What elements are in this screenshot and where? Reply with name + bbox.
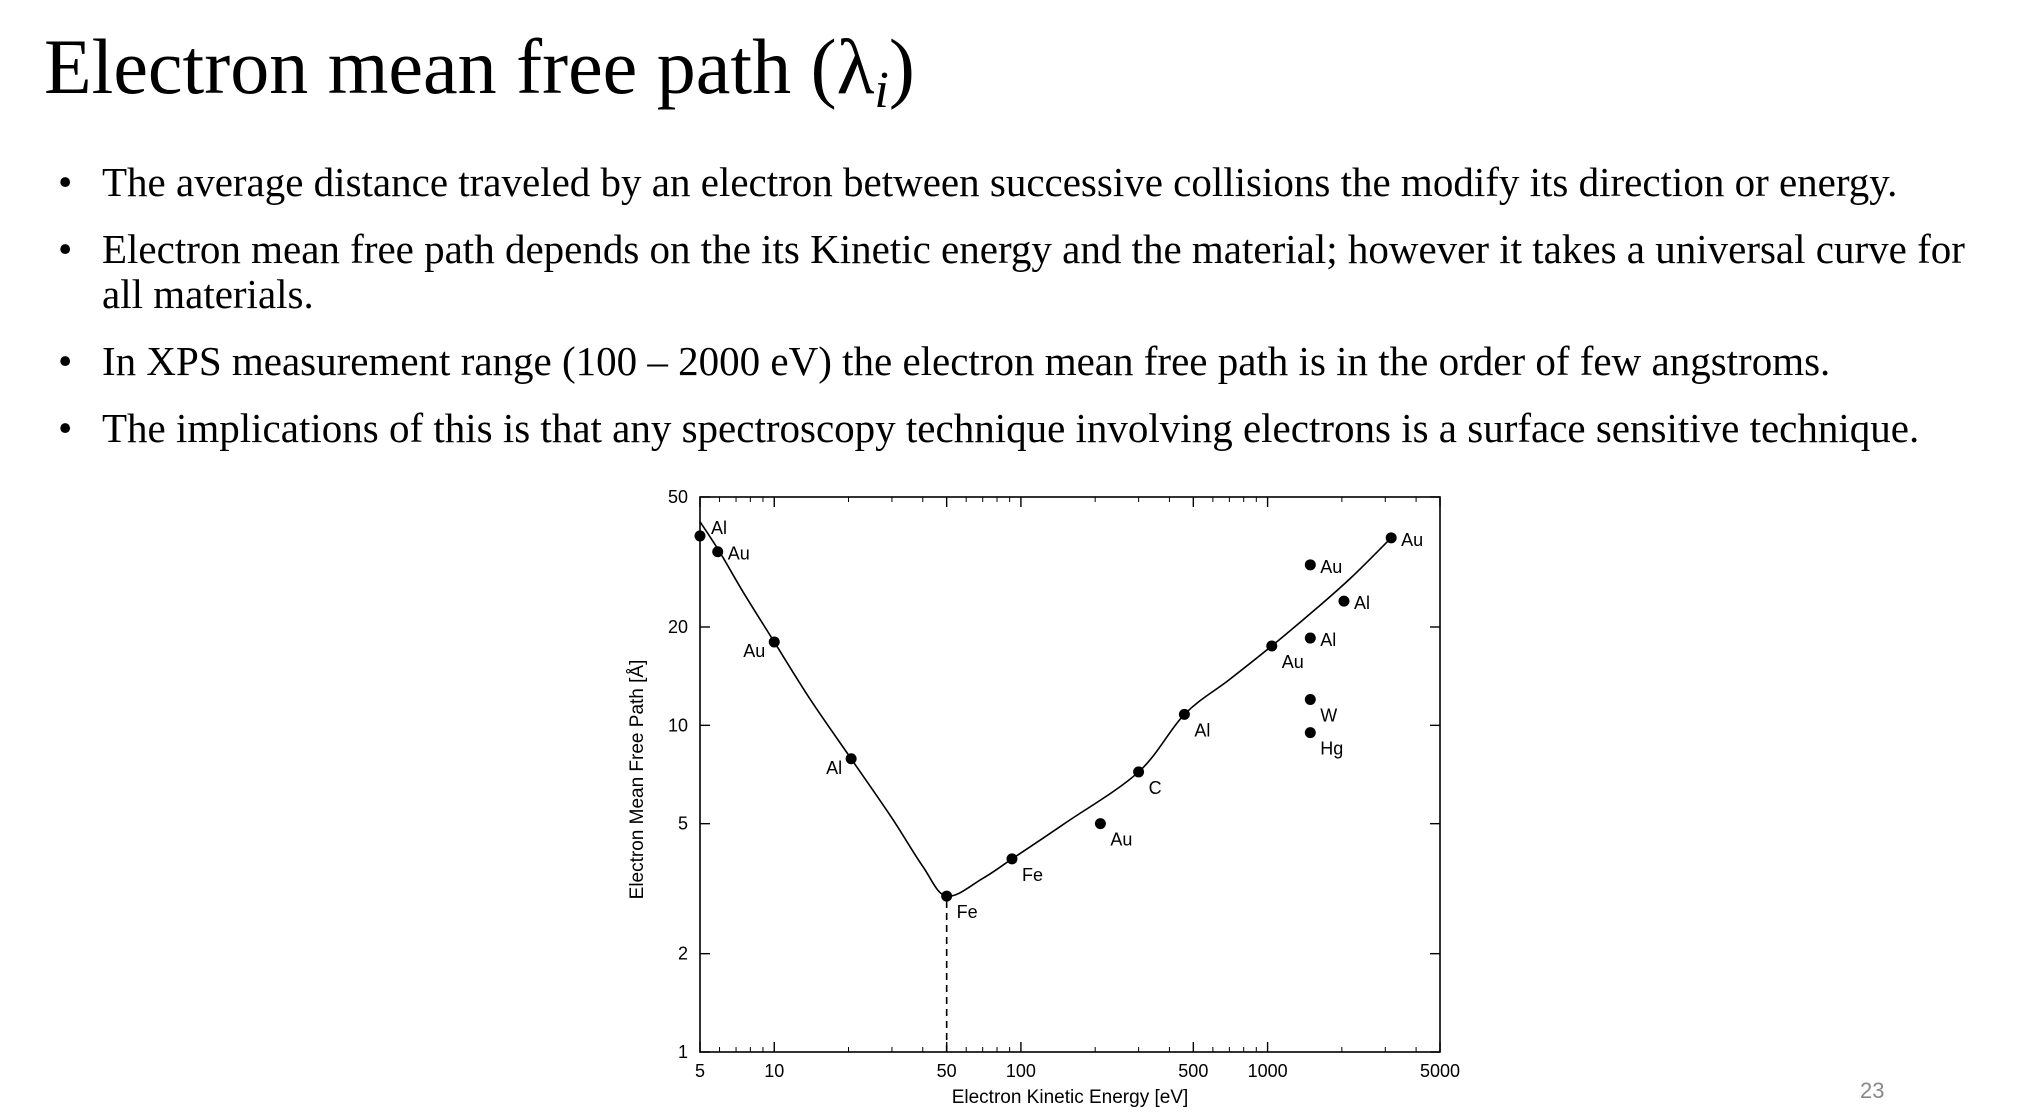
x-tick-label: 5000 xyxy=(1420,1061,1460,1081)
x-tick-label: 100 xyxy=(1006,1061,1036,1081)
data-point xyxy=(712,546,724,558)
data-point xyxy=(1133,766,1145,778)
y-axis-label: Electron Mean Free Path [Å] xyxy=(627,660,648,900)
data-point-label: Al xyxy=(826,758,842,778)
data-point xyxy=(1178,708,1190,720)
data-point xyxy=(845,753,857,765)
data-point-label: Al xyxy=(1320,630,1336,650)
data-point xyxy=(1304,559,1316,571)
data-point-label: Au xyxy=(1282,652,1304,672)
page-number: 23 xyxy=(1860,1078,1885,1103)
data-point-label: Al xyxy=(1354,593,1370,613)
y-tick-label: 20 xyxy=(668,617,688,637)
axis-ticks: 5 10 50 100 500 1000 5000 1 2 5 10 20 50 xyxy=(668,487,1460,1081)
data-point xyxy=(1385,532,1397,544)
bullet-item: The average distance traveled by an elec… xyxy=(54,160,2014,206)
data-point xyxy=(1006,853,1018,865)
y-tick-label: 50 xyxy=(668,487,688,507)
data-point-label: Hg xyxy=(1320,739,1343,759)
x-axis-label: Electron Kinetic Energy [eV] xyxy=(952,1087,1189,1108)
data-point-label: Au xyxy=(1110,830,1132,850)
data-point-label: Au xyxy=(743,641,765,661)
data-point-label: Al xyxy=(1194,720,1210,740)
data-point-label: Au xyxy=(1320,557,1342,577)
data-point xyxy=(1094,818,1106,830)
data-point-label: Al xyxy=(711,518,727,538)
x-tick-label: 10 xyxy=(764,1061,784,1081)
plot-frame xyxy=(699,496,1441,1053)
x-tick-label: 50 xyxy=(937,1061,957,1081)
data-point-label: Fe xyxy=(957,902,978,922)
x-tick-label: 1000 xyxy=(1248,1061,1288,1081)
data-point-label: Au xyxy=(728,544,750,564)
slide-title: Electron mean free path (λi) xyxy=(44,20,915,122)
bullet-item: The implications of this is that any spe… xyxy=(54,406,2014,452)
x-tick-label: 500 xyxy=(1178,1061,1208,1081)
lambda-subscript: i xyxy=(874,62,889,119)
data-point-label: Fe xyxy=(1022,865,1043,885)
y-tick-label: 10 xyxy=(668,715,688,735)
data-point-label: W xyxy=(1320,705,1337,725)
universal-curve xyxy=(699,521,1392,898)
data-point xyxy=(768,636,780,648)
data-point-label: Au xyxy=(1401,530,1423,550)
data-point-label: C xyxy=(1149,778,1162,798)
data-point xyxy=(1304,727,1316,739)
x-tick-label: 5 xyxy=(695,1061,705,1081)
y-tick-label: 1 xyxy=(678,1042,688,1062)
data-point xyxy=(1304,693,1316,705)
data-point xyxy=(694,530,706,542)
slide-title-text: Electron mean free path ( xyxy=(44,23,837,110)
y-tick-label: 5 xyxy=(678,814,688,834)
data-point xyxy=(1304,632,1316,644)
bullet-list: The average distance traveled by an elec… xyxy=(54,160,2014,473)
data-point xyxy=(1266,640,1278,652)
bullet-item: In XPS measurement range (100 – 2000 eV)… xyxy=(54,339,2014,385)
data-point xyxy=(941,890,953,902)
slide-title-close: ) xyxy=(888,23,915,110)
bullet-item: Electron mean free path depends on the i… xyxy=(54,227,2014,317)
lambda-symbol: λ xyxy=(836,23,875,110)
y-tick-label: 2 xyxy=(678,944,688,964)
data-point xyxy=(1338,595,1350,607)
